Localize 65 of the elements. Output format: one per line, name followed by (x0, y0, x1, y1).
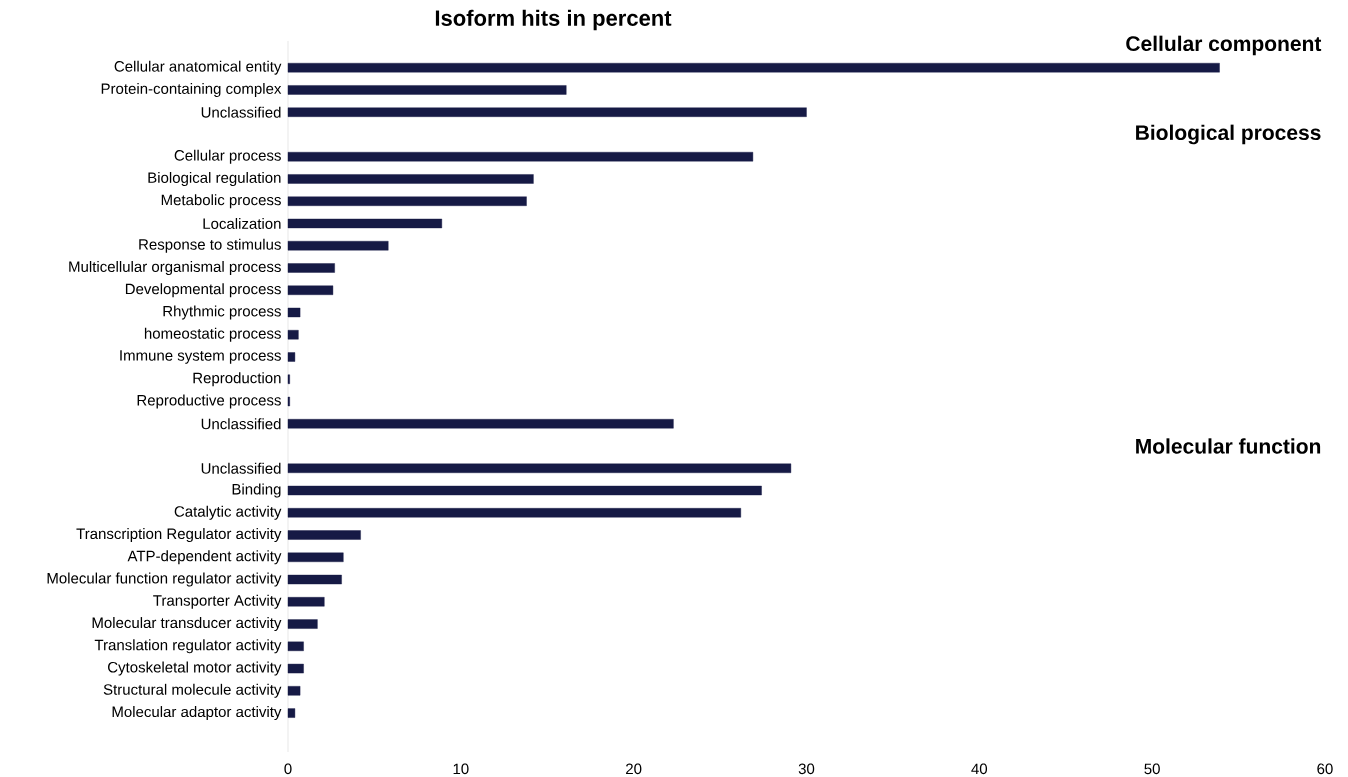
bar (287, 641, 304, 651)
y-tick-label: Metabolic process (161, 194, 281, 208)
bar (287, 218, 443, 228)
annotation: Molecular function (1136, 438, 1321, 454)
bar (287, 85, 567, 95)
bar (287, 663, 304, 674)
bar (287, 151, 754, 162)
y-tick-label: Transcription Regulator activity (76, 527, 282, 542)
x-tick-label: 0 (284, 763, 292, 774)
bar (287, 196, 527, 206)
y-tick-label: Developmental process (125, 283, 281, 297)
bar (287, 552, 344, 562)
y-tick-label: Rhythmic process (163, 305, 281, 320)
bar (287, 329, 299, 340)
x-tick-label: 20 (626, 763, 642, 774)
y-tick-label: Translation regulator activity (94, 639, 282, 654)
x-tick-label: 60 (1317, 763, 1333, 774)
bar (287, 708, 296, 718)
bar (287, 263, 335, 273)
bar (287, 530, 361, 540)
y-tick-label: Unclassified (201, 106, 281, 118)
y-tick-label: ATP-dependent activity (127, 550, 282, 565)
y-tick-label: Response to stimulus (139, 238, 281, 253)
bar (287, 619, 318, 629)
annotation: Cellular component (1126, 35, 1322, 55)
y-tick-label: Multicellular organismal process (69, 260, 281, 275)
bar (287, 107, 807, 117)
y-tick-label: Reproductive process (137, 394, 281, 409)
bar (287, 574, 342, 585)
y-tick-label: Transporter Activity (153, 594, 282, 609)
y-tick-label: Unclassified (201, 462, 281, 474)
x-tick-label: 40 (971, 763, 988, 774)
bar (287, 596, 325, 607)
y-tick-label: Unclassified (201, 418, 281, 430)
bar (287, 463, 792, 473)
bar (287, 485, 762, 495)
y-tick-label: Localization (203, 217, 281, 229)
y-tick-label: Binding (232, 483, 281, 498)
y-tick-label: Molecular transducer activity (92, 616, 282, 631)
y-tick-label: homeostatic process (144, 327, 281, 342)
x-tick-label: 50 (1144, 763, 1160, 774)
bar (287, 174, 534, 184)
bar (287, 418, 674, 429)
x-tick-label: 10 (453, 763, 469, 774)
x-tick-label: 30 (798, 763, 815, 774)
y-tick-label: Immune system process (120, 350, 281, 364)
y-tick-label: Protein-containing complex (101, 82, 282, 97)
y-tick-label: Molecular adaptor activity (112, 705, 282, 720)
bar (287, 352, 296, 362)
y-tick-label: Cytoskeletal motor activity (108, 661, 282, 676)
chart-title: Isoform hits in percent (435, 9, 672, 31)
bar (287, 62, 1220, 73)
y-tick-label: Cellular process (174, 149, 281, 164)
bar (287, 285, 334, 295)
y-tick-label: Molecular function regulator activity (47, 572, 282, 587)
bar (287, 685, 301, 696)
y-tick-label: Biological regulation (148, 171, 281, 186)
annotation: Biological process (1136, 124, 1321, 145)
y-tick-label: Structural molecule activity (103, 683, 282, 698)
bar (287, 240, 389, 251)
bar (287, 307, 301, 317)
y-tick-label: Reproduction (193, 372, 281, 387)
y-tick-label: Cellular anatomical entity (114, 60, 282, 75)
y-tick-label: Catalytic activity (174, 505, 282, 520)
bar (287, 507, 741, 518)
